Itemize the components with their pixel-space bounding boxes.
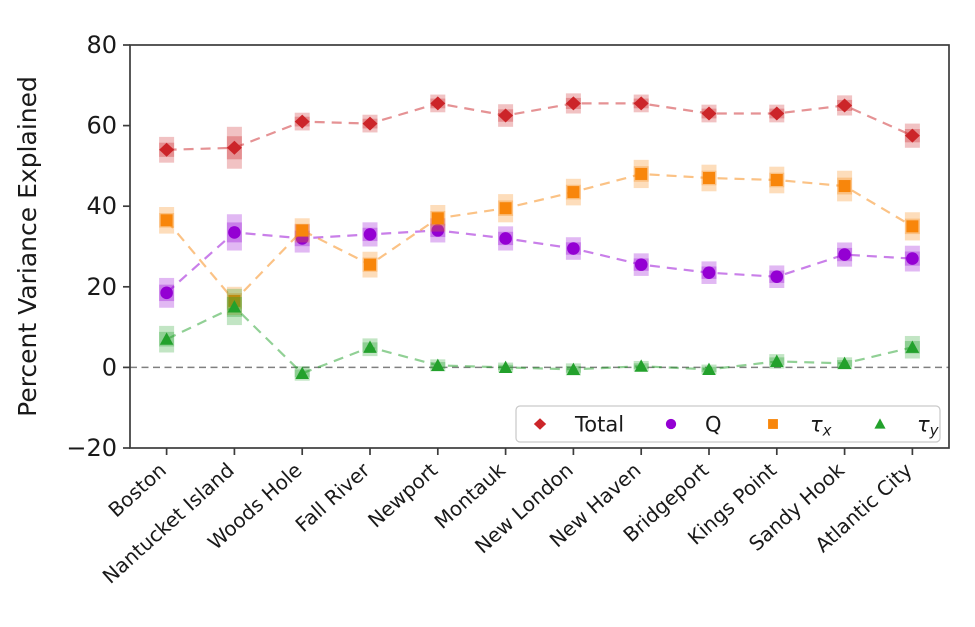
- square-marker: [160, 214, 173, 227]
- circle-marker: [770, 270, 784, 284]
- series-tau_y: [159, 288, 920, 381]
- diamond-marker: [701, 106, 717, 121]
- series-tau_x: [159, 159, 920, 316]
- legend-label-tau_y: τy: [917, 413, 940, 440]
- diamond-marker: [294, 114, 310, 129]
- y-tick-label: 20: [86, 273, 117, 301]
- triangle-marker: [227, 300, 242, 313]
- diamond-marker: [498, 108, 514, 123]
- diamond-marker: [226, 140, 242, 155]
- circle-marker: [363, 228, 377, 241]
- series-line-tau_x: [165, 172, 913, 303]
- square-marker: [499, 202, 512, 215]
- triangle-marker: [905, 340, 920, 353]
- diamond-marker: [633, 96, 649, 111]
- circle-marker: [838, 248, 851, 261]
- y-tick-label: −20: [66, 434, 117, 462]
- circle-marker: [228, 226, 241, 239]
- y-axis-label: Percent Variance Explained: [13, 76, 42, 417]
- y-tick-label: 80: [86, 31, 117, 59]
- legend-label-Q: Q: [705, 413, 722, 437]
- series-Total: [159, 93, 920, 169]
- triangle-marker: [295, 366, 310, 380]
- triangle-marker: [769, 354, 784, 367]
- y-tick-label: 0: [102, 353, 117, 381]
- diamond-marker: [837, 98, 853, 113]
- y-tick-label: 40: [86, 192, 117, 220]
- diamond-marker: [159, 142, 175, 157]
- square-marker: [770, 174, 783, 187]
- y-axis: −20 0 20 40 60 80: [66, 31, 130, 462]
- triangle-marker: [363, 340, 377, 353]
- square-marker: [906, 220, 919, 233]
- legend-label-Total: Total: [574, 413, 624, 437]
- diamond-marker: [904, 128, 920, 143]
- triangle-marker: [566, 362, 581, 376]
- series-line-tau_y: [166, 305, 913, 375]
- square-marker: [768, 419, 778, 429]
- legend-frame: [515, 405, 941, 443]
- diamond-marker: [362, 116, 378, 131]
- plot-frame: [129, 44, 950, 449]
- legend-label-tau_x: τx: [810, 413, 832, 440]
- series-line-Q: [165, 229, 913, 294]
- square-marker: [702, 171, 715, 184]
- circle-marker: [906, 252, 919, 265]
- triangle-marker: [874, 418, 886, 429]
- circle-marker: [160, 286, 173, 300]
- diamond-marker: [430, 96, 446, 111]
- circle-marker: [431, 224, 445, 237]
- square-marker: [838, 180, 851, 193]
- circle-marker: [665, 418, 677, 430]
- square-marker: [431, 212, 444, 225]
- diamond-marker: [565, 96, 581, 111]
- square-marker: [364, 258, 377, 271]
- square-marker: [567, 186, 580, 199]
- triangle-marker: [634, 359, 648, 372]
- circle-marker: [499, 232, 512, 245]
- square-marker: [635, 167, 648, 180]
- triangle-marker: [431, 358, 445, 371]
- triangle-marker: [498, 360, 513, 373]
- triangle-marker: [837, 356, 852, 369]
- triangle-marker: [159, 332, 174, 345]
- circle-marker: [634, 258, 648, 271]
- y-tick-label: 60: [86, 112, 117, 140]
- square-marker: [296, 224, 309, 237]
- triangle-marker: [702, 362, 716, 376]
- circle-marker: [567, 242, 580, 255]
- series-line-Total: [166, 102, 913, 151]
- diamond-marker: [769, 106, 785, 121]
- circle-marker: [702, 266, 716, 279]
- diamond-marker: [533, 418, 547, 430]
